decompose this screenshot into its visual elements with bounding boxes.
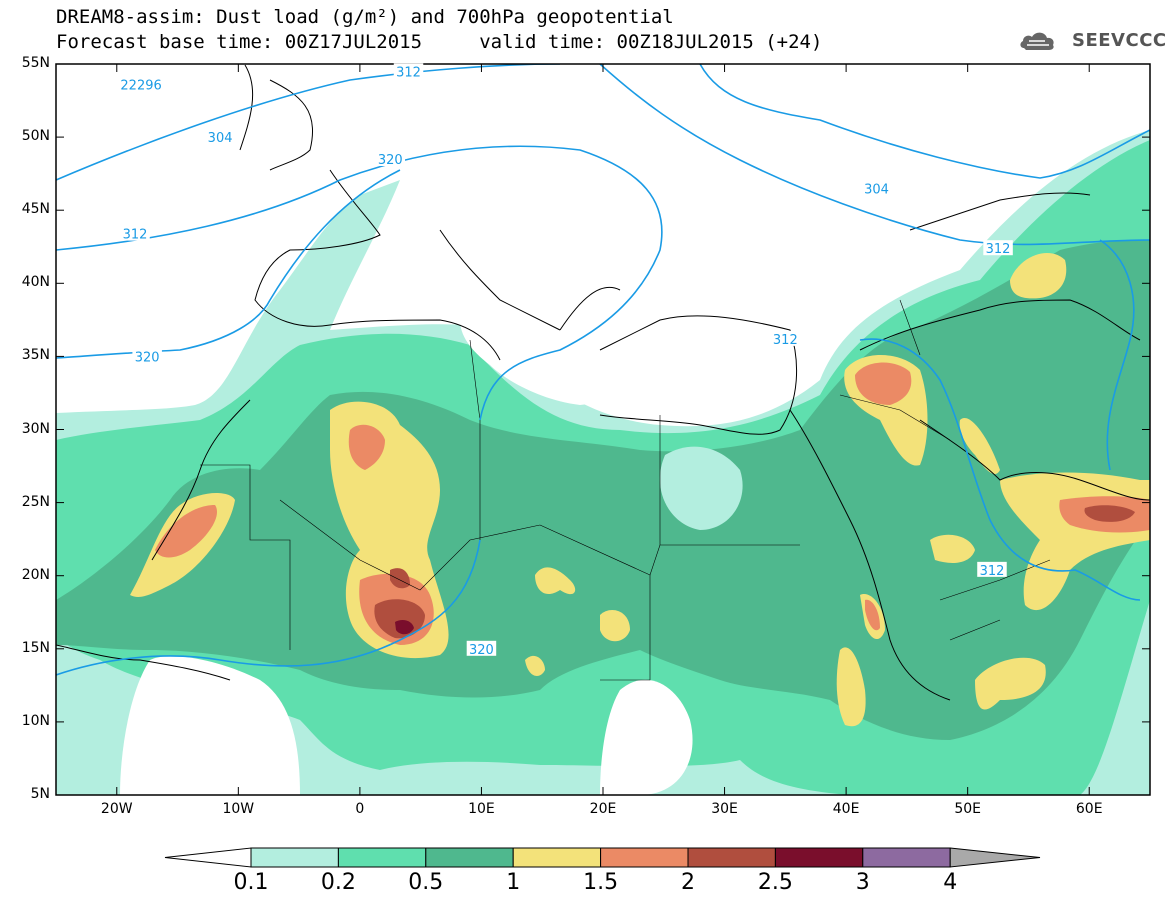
contour-label-background [120, 225, 150, 241]
contour-label-background [977, 561, 1007, 577]
clear-area-west-africa [120, 656, 300, 795]
dust-band-1-sudan [600, 610, 630, 642]
contour-labels: 22296 312 304 320 304 312 312 312 320 320 312 [117, 63, 1013, 658]
contour-label: 320 [135, 350, 160, 365]
dust-band-2-niger-north [390, 568, 410, 589]
dust-band-1-nigeria [525, 655, 545, 676]
x-tick-label: 20E [589, 801, 617, 817]
colorbar-label: 0.1 [233, 870, 269, 895]
country-borders [200, 299, 1051, 681]
colorbar-swatch [600, 847, 689, 868]
x-tick-label: 0 [355, 801, 365, 817]
x-tick-label: 10W [222, 801, 255, 817]
y-tick-label: 55N [21, 55, 50, 71]
contour-label: 304 [208, 131, 233, 146]
contour-label-background [770, 330, 801, 346]
colorbar-label: 1 [506, 870, 521, 895]
dust-band-1.5-sahara-north [348, 424, 385, 470]
colorbar-label: 2.5 [757, 870, 793, 895]
colorbar-swatch [250, 847, 339, 868]
dust-band-1-yemen [930, 534, 975, 563]
contour-label: 320 [378, 153, 403, 168]
y-tick-label: 5N [30, 786, 50, 802]
x-tick-label: 10E [468, 801, 495, 817]
dust-band-2.5-niger [395, 620, 414, 635]
contour-label: 320 [469, 643, 494, 658]
contour-label: 312 [980, 564, 1005, 579]
clear-area-libya [659, 446, 743, 530]
axis-ticks [56, 63, 1150, 796]
contour-label: 22296 [120, 78, 161, 93]
y-tick-label: 30N [21, 420, 50, 437]
y-tick-label: 35N [21, 347, 50, 364]
colorbar-high-arrow [949, 847, 1041, 868]
contour-label: 312 [396, 65, 421, 80]
colorbar-label: 4 [943, 870, 958, 895]
colorbar-label: 0.5 [408, 870, 444, 895]
y-tick-label: 40N [21, 274, 50, 291]
y-tick-label: 10N [21, 712, 50, 729]
y-tick-label: 25N [21, 493, 50, 510]
logo-text: SEEVCCC [1072, 30, 1165, 51]
title-line-2: Forecast base time: 00Z17JUL2015 valid t… [56, 31, 823, 53]
clear-area-central-africa [600, 679, 693, 795]
dust-band-2-arabia [1084, 505, 1135, 522]
contour-label-background [375, 151, 406, 167]
contour-label-background [466, 640, 497, 656]
dust-band-1.5-west-sahara [155, 505, 218, 558]
y-tick-label: 20N [21, 566, 50, 583]
y-tick-label: 45N [21, 201, 50, 218]
dust-band-1-iran [1010, 252, 1067, 299]
x-tick-label: 30E [711, 801, 738, 817]
x-tick-label: 50E [954, 801, 981, 817]
contour-label: 312 [123, 228, 148, 243]
colorbar-label: 0.2 [320, 870, 356, 895]
geopotential-contours [56, 64, 1150, 676]
title-line-1: DREAM8-assim: Dust load (g/m²) and 700hP… [56, 6, 674, 28]
colorbar-swatch [425, 847, 514, 868]
colorbar [164, 847, 1041, 868]
contour-label-background [117, 76, 165, 92]
contour-label: 312 [773, 333, 798, 348]
contour-label-background [983, 240, 1013, 256]
y-tick-label: 15N [21, 639, 50, 656]
colorbar-swatch [337, 847, 427, 868]
dust-band-1.5-iraq [855, 362, 912, 405]
x-tick-label: 20W [100, 801, 133, 817]
colorbar-swatch [774, 847, 864, 868]
contour-label: 312 [986, 242, 1011, 257]
colorbar-swatch [512, 847, 602, 868]
dust-band-1-persian-gulf [959, 418, 1000, 475]
contour-label-background [861, 180, 892, 196]
mediterranean-sea [460, 320, 801, 405]
x-tick-label: 40E [832, 801, 860, 817]
cloud-icon [1020, 32, 1054, 50]
contour-label-background [393, 63, 424, 79]
colorbar-swatch [862, 847, 951, 868]
dust-band-1.5-red-sea [865, 599, 880, 631]
colorbar-label: 2 [681, 870, 695, 895]
dust-band-1-ethiopia [836, 647, 866, 727]
colorbar-label: 1.5 [583, 870, 619, 895]
contour-label: 304 [864, 182, 889, 197]
contour-label-background [205, 129, 235, 145]
coastlines [56, 64, 1150, 701]
dust-band-1-somalia [975, 657, 1046, 710]
dust-band-1-chad [535, 567, 576, 595]
colorbar-label: 3 [855, 870, 870, 895]
x-tick-label: 60E [1075, 801, 1103, 817]
colorbar-swatch [687, 847, 776, 868]
contour-label-background [132, 348, 162, 364]
y-tick-label: 50N [21, 128, 50, 145]
colorbar-low-arrow [164, 847, 252, 868]
